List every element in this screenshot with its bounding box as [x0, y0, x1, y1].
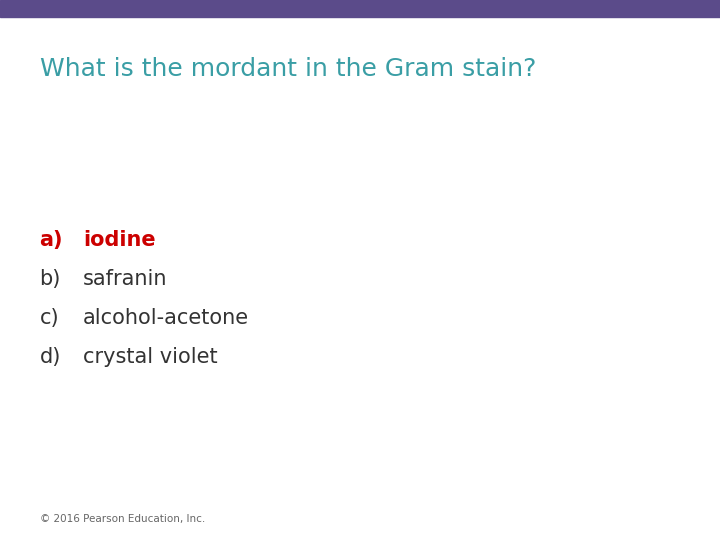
Text: b): b): [40, 269, 61, 289]
Text: c): c): [40, 308, 59, 328]
Text: safranin: safranin: [83, 269, 167, 289]
Text: alcohol-acetone: alcohol-acetone: [83, 308, 249, 328]
Text: What is the mordant in the Gram stain?: What is the mordant in the Gram stain?: [40, 57, 536, 80]
Text: a): a): [40, 230, 63, 251]
Text: © 2016 Pearson Education, Inc.: © 2016 Pearson Education, Inc.: [40, 514, 205, 524]
Text: d): d): [40, 347, 61, 367]
Bar: [0, 0, 720, 17]
Text: iodine: iodine: [83, 230, 156, 251]
Text: crystal violet: crystal violet: [83, 347, 217, 367]
